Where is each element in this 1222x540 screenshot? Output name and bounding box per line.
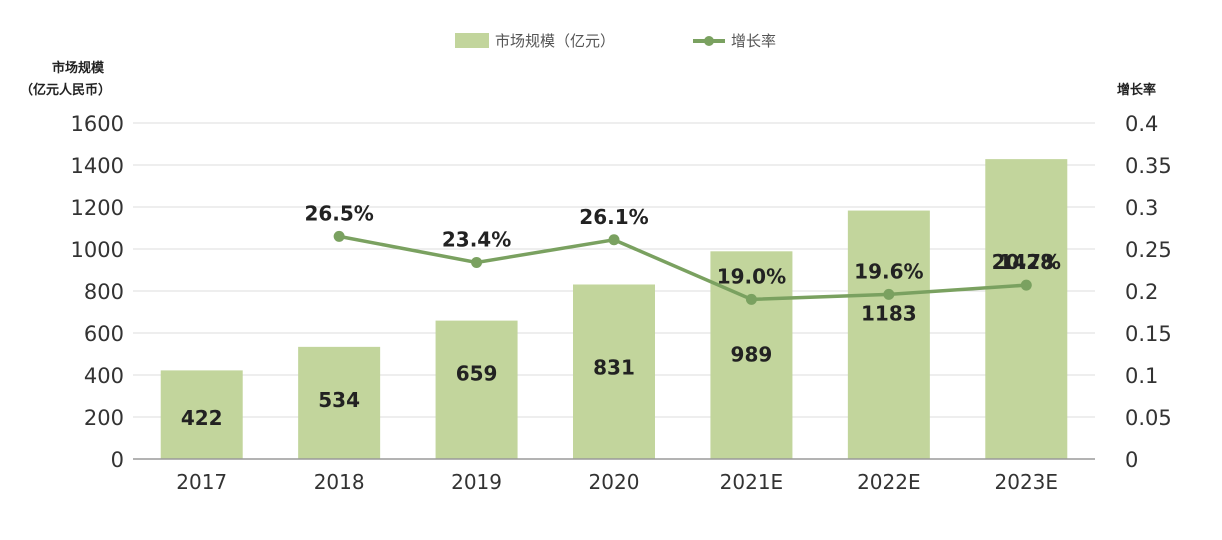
- bar: [985, 159, 1068, 459]
- left-tick-label: 1400: [71, 154, 124, 178]
- left-axis-title-line1: 市场规模: [52, 60, 105, 76]
- legend-swatch-marker: [704, 36, 714, 46]
- left-tick-label: 200: [84, 406, 124, 430]
- left-axis-title-line2: （亿元人民币）: [20, 82, 111, 98]
- bar: [435, 320, 518, 459]
- growth-rate-label: 26.5%: [304, 201, 373, 225]
- growth-rate-label: 23.4%: [442, 227, 511, 251]
- left-tick-label: 0: [111, 448, 124, 472]
- category-label: 2022E: [857, 470, 921, 494]
- growth-rate-marker: [1020, 279, 1032, 291]
- growth-rate-labels: 26.5% 23.4% 26.1% 19.0% 19.6% 20.7%: [304, 201, 1061, 288]
- left-tick-label: 1600: [71, 112, 124, 136]
- category-label: 2020: [589, 470, 640, 494]
- growth-rate-label: 19.0%: [717, 264, 786, 288]
- growth-rate-label: 19.6%: [854, 259, 923, 283]
- right-tick-label: 0.4: [1125, 112, 1158, 136]
- growth-rate-line: [333, 230, 1032, 305]
- right-tick-label: 0.35: [1125, 154, 1172, 178]
- right-axis-ticks: 0 0.05 0.1 0.15 0.2 0.25 0.3 0.35 0.4: [1125, 112, 1172, 472]
- legend: 市场规模（亿元） 增长率: [455, 32, 776, 50]
- left-axis-ticks: 0 200 400 600 800 1000 1200 1400 1600: [71, 112, 124, 472]
- growth-rate-label: 20.7%: [992, 250, 1061, 274]
- left-tick-label: 1200: [71, 196, 124, 220]
- growth-rate-marker: [471, 256, 483, 268]
- legend-label-bar: 市场规模（亿元）: [495, 32, 615, 50]
- bar-value-label: 534: [318, 388, 360, 412]
- bar: [160, 370, 243, 459]
- category-label: 2021E: [720, 470, 784, 494]
- left-tick-label: 800: [84, 280, 124, 304]
- bar: [298, 346, 381, 459]
- category-label: 2023E: [995, 470, 1059, 494]
- bar: [847, 210, 930, 459]
- right-axis-title: 增长率: [1117, 82, 1156, 98]
- bar-value-label: 1183: [861, 302, 917, 326]
- right-tick-label: 0.1: [1125, 364, 1158, 388]
- legend-label-line: 增长率: [731, 32, 776, 50]
- growth-rate-polyline: [338, 234, 1027, 302]
- bar-value-label: 1428: [998, 250, 1054, 274]
- category-labels: 2017 2018 2019 2020 2021E 2022E 2023E: [176, 470, 1058, 494]
- right-tick-label: 0.25: [1125, 238, 1172, 262]
- growth-rate-label: 26.1%: [579, 205, 648, 229]
- left-tick-label: 1000: [71, 238, 124, 262]
- right-tick-label: 0.15: [1125, 322, 1172, 346]
- bar-value-label: 659: [456, 362, 498, 386]
- bar: [573, 284, 655, 459]
- growth-rate-marker: [333, 230, 345, 242]
- category-label: 2017: [176, 470, 227, 494]
- right-tick-label: 0.2: [1125, 280, 1158, 304]
- category-label: 2018: [314, 470, 365, 494]
- right-tick-label: 0.3: [1125, 196, 1158, 220]
- bar-value-label: 831: [593, 355, 635, 379]
- left-tick-label: 600: [84, 322, 124, 346]
- category-label: 2019: [451, 470, 502, 494]
- bars: [160, 159, 1068, 459]
- legend-swatch-bar: [455, 33, 489, 48]
- bar-value-label: 989: [731, 342, 773, 366]
- growth-rate-marker: [883, 288, 895, 300]
- growth-rate-marker: [745, 293, 757, 305]
- bar-value-labels: 422 534 659 831 989 1183 1428: [181, 250, 1054, 430]
- left-tick-label: 400: [84, 364, 124, 388]
- growth-rate-marker: [608, 234, 620, 246]
- right-tick-label: 0: [1125, 448, 1138, 472]
- right-tick-label: 0.05: [1125, 406, 1172, 430]
- bar-value-label: 422: [181, 406, 223, 430]
